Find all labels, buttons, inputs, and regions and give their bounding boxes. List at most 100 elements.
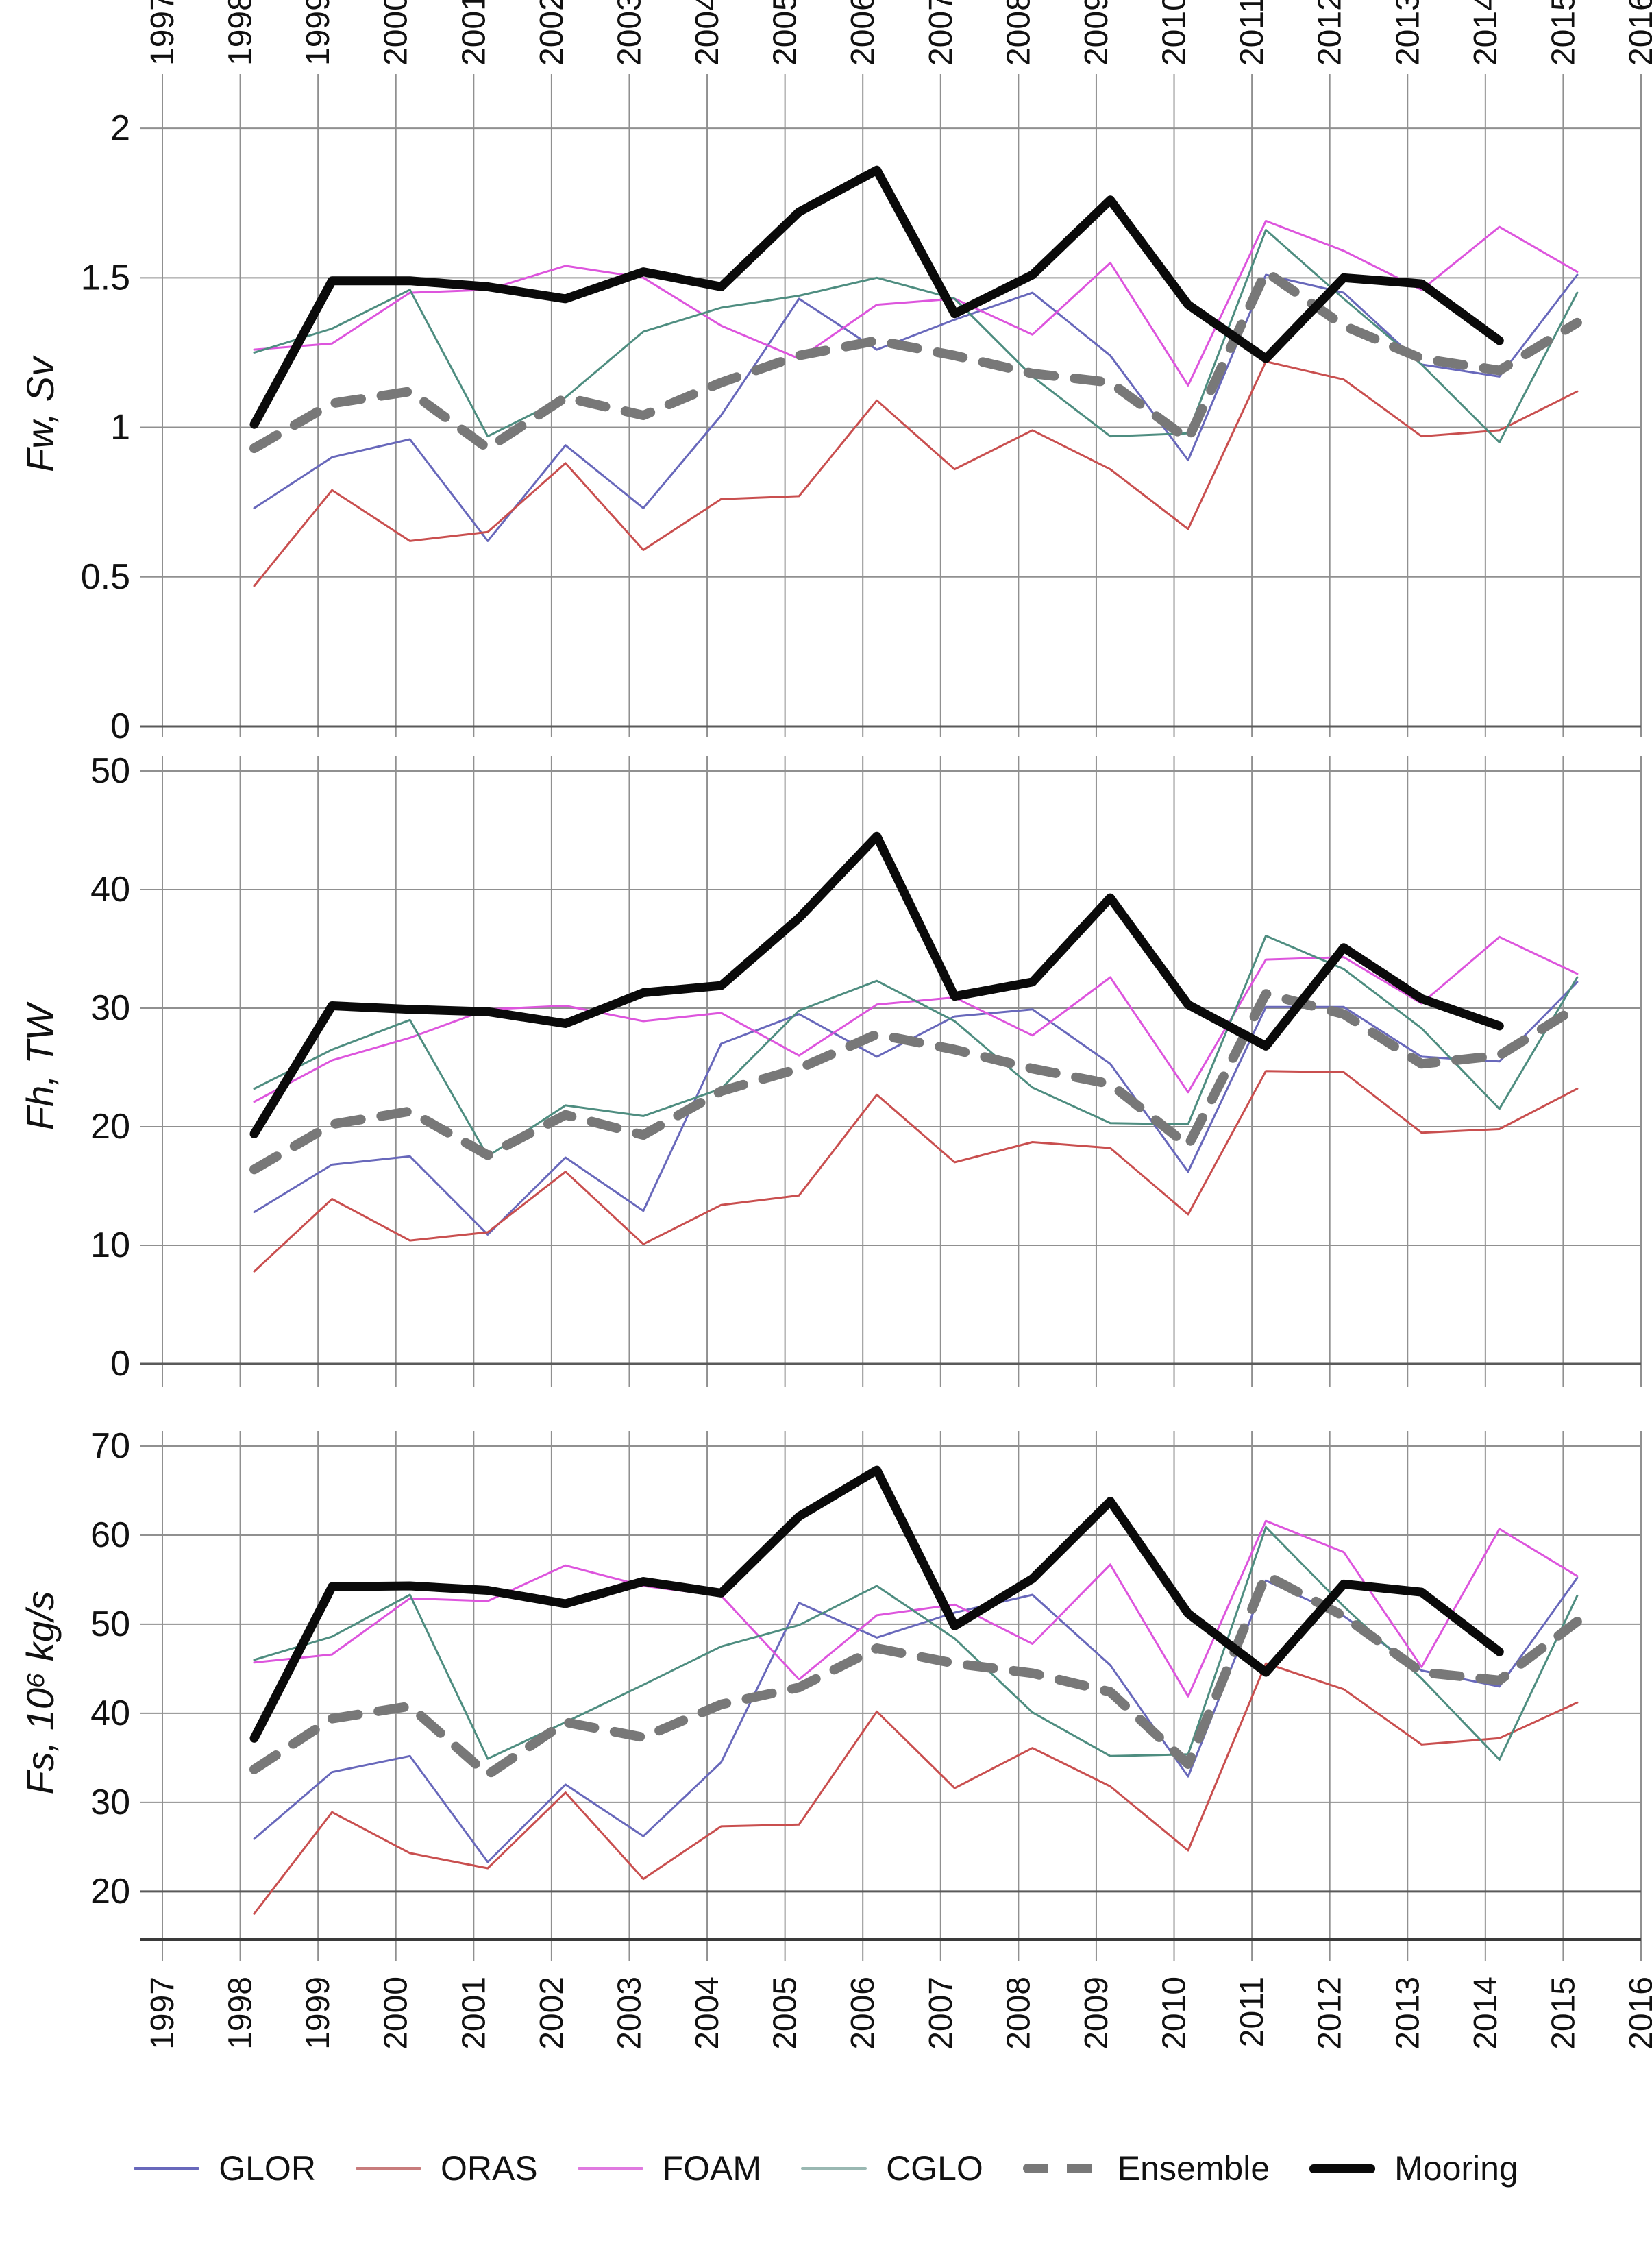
- y-tick-label: 1: [110, 408, 130, 448]
- series-line-glor-top: [253, 273, 1579, 542]
- series-line-foam-bottom: [253, 1519, 1579, 1698]
- x-tick-label-bottom: 2001: [456, 1977, 492, 2050]
- x-tick-label-top: 2014: [1468, 0, 1504, 66]
- x-tick-label-top: 1997: [145, 0, 181, 66]
- x-tick-label-bottom: 1998: [223, 1977, 259, 2050]
- x-tick-label-bottom: 1999: [300, 1977, 336, 2050]
- x-tick-label-bottom: 2015: [1545, 1977, 1581, 2050]
- x-tick-label-bottom: 2013: [1390, 1977, 1426, 2050]
- ensemble-dashed-line-sample-icon: [1022, 2164, 1098, 2173]
- x-tick-label-top: 1998: [223, 0, 259, 66]
- x-tick-label-top: 2005: [767, 0, 804, 66]
- x-tick-label-bottom: 2011: [1234, 1977, 1270, 2047]
- y-tick-label: 50: [90, 751, 130, 791]
- series-line-foam-middle: [253, 935, 1579, 1103]
- y-tick-label: 20: [90, 1107, 130, 1147]
- x-tick-label-bottom: 2004: [689, 1977, 726, 2050]
- y-tick-label: 30: [90, 1783, 130, 1822]
- x-tick-label-top: 2010: [1157, 0, 1193, 66]
- series-line-foam-top: [253, 219, 1579, 387]
- series-line-mooring-bottom: [249, 1465, 1504, 1743]
- series-line-oras-middle: [253, 1070, 1579, 1273]
- x-tick-label-top: 1999: [300, 0, 336, 66]
- foam-line-sample-icon: [577, 2167, 643, 2170]
- x-tick-label-top: 2015: [1545, 0, 1581, 66]
- chart-legend: GLOR ORAS FOAM CGLO Ensemble Mooring: [0, 2149, 1652, 2188]
- y-axis-title: Fs, 10⁶ kg/s: [19, 1591, 62, 1794]
- legend-item-oras: ORAS: [355, 2149, 538, 2188]
- y-tick-label: 30: [90, 988, 130, 1028]
- x-tick-label-bottom: 2009: [1078, 1977, 1115, 2050]
- legend-item-glor: GLOR: [134, 2149, 316, 2188]
- y-tick-label: 0.5: [81, 557, 130, 597]
- cglo-line-sample-icon: [801, 2167, 867, 2170]
- y-tick-label: 0: [110, 707, 130, 746]
- x-tick-label-bottom: 2000: [378, 1977, 415, 2050]
- x-tick-label-bottom: 2006: [845, 1977, 881, 2050]
- legend-label: Ensemble: [1117, 2149, 1270, 2188]
- y-tick-label: 1.5: [81, 258, 130, 297]
- x-tick-label-bottom: 2007: [923, 1977, 959, 2050]
- panel-top: 2 1.5 1 0.5 0 Fw, Sv 1997 1998 1999 2000 2001 2002 2…: [19, 0, 1652, 746]
- legend-item-foam: FOAM: [577, 2149, 762, 2188]
- legend-label: GLOR: [219, 2149, 316, 2188]
- y-tick-label: 2: [110, 108, 130, 148]
- x-tick-label-top: 2011: [1234, 0, 1270, 66]
- x-tick-label-top: 2016: [1623, 0, 1652, 66]
- y-tick-label: 40: [90, 1693, 130, 1733]
- y-tick-label: 70: [90, 1426, 130, 1466]
- series-line-glor-bottom: [253, 1576, 1579, 1863]
- x-tick-label-top: 2008: [1000, 0, 1037, 66]
- x-tick-label-bottom: 2016: [1623, 1977, 1652, 2050]
- y-axis-title: Fh, TW: [19, 1001, 62, 1131]
- x-tick-label-bottom: 2014: [1468, 1977, 1504, 2050]
- legend-item-mooring: Mooring: [1309, 2149, 1518, 2188]
- legend-item-ensemble: Ensemble: [1022, 2149, 1270, 2188]
- series-line-mooring-middle: [249, 831, 1504, 1138]
- panel-bottom: 70 60 50 40 30 20 Fs, 10⁶ kg/s 1997 1998 1999 2000…: [19, 1426, 1652, 2050]
- series-line-glor-middle: [253, 981, 1579, 1236]
- x-tick-label-top: 2003: [611, 0, 648, 66]
- x-tick-label-bottom: 2003: [611, 1977, 648, 2050]
- series-line-cglo-bottom: [253, 1526, 1579, 1761]
- x-tick-label-top: 2009: [1078, 0, 1115, 66]
- y-tick-label: 20: [90, 1872, 130, 1911]
- glor-line-sample-icon: [134, 2167, 200, 2170]
- x-tick-label-top: 2013: [1390, 0, 1426, 66]
- series-line-mooring-top: [249, 165, 1504, 429]
- x-tick-label-bottom: 1997: [145, 1977, 181, 2050]
- x-tick-label-top: 2006: [845, 0, 881, 66]
- x-tick-label-top: 2007: [923, 0, 959, 66]
- legend-label: ORAS: [440, 2149, 538, 2188]
- series-line-oras-bottom: [253, 1662, 1579, 1915]
- legend-label: Mooring: [1394, 2149, 1518, 2188]
- legend-label: CGLO: [886, 2149, 983, 2188]
- mooring-line-sample-icon: [1309, 2164, 1376, 2173]
- x-tick-label-bottom: 2002: [534, 1977, 570, 2050]
- x-tick-label-top: 2002: [534, 0, 570, 66]
- oras-line-sample-icon: [355, 2167, 421, 2170]
- x-tick-label-top: 2000: [378, 0, 415, 66]
- series-line-cglo-top: [253, 229, 1579, 443]
- series-line-cglo-middle: [253, 935, 1579, 1158]
- y-tick-label: 10: [90, 1225, 130, 1265]
- y-axis-title: Fw, Sv: [19, 355, 62, 472]
- x-tick-label-top: 2001: [456, 0, 492, 66]
- x-tick-label-top: 2004: [689, 0, 726, 66]
- series-line-ensemble-top: [249, 267, 1582, 454]
- x-tick-label-bottom: 2010: [1157, 1977, 1193, 2050]
- series-line-ensemble-bottom: [249, 1570, 1582, 1780]
- x-tick-label-bottom: 2008: [1000, 1977, 1037, 2050]
- panel-middle: 50 40 30 20 10 0 Fh, TW: [19, 751, 1642, 1387]
- y-tick-label: 50: [90, 1604, 130, 1644]
- x-tick-label-bottom: 2012: [1312, 1977, 1348, 2050]
- series-line-oras-top: [253, 360, 1579, 587]
- y-tick-label: 40: [90, 870, 130, 909]
- legend-label: FOAM: [662, 2149, 762, 2188]
- legend-item-cglo: CGLO: [801, 2149, 983, 2188]
- x-tick-label-bottom: 2005: [767, 1977, 804, 2050]
- series-line-ensemble-middle: [249, 989, 1582, 1175]
- x-tick-label-top: 2012: [1312, 0, 1348, 66]
